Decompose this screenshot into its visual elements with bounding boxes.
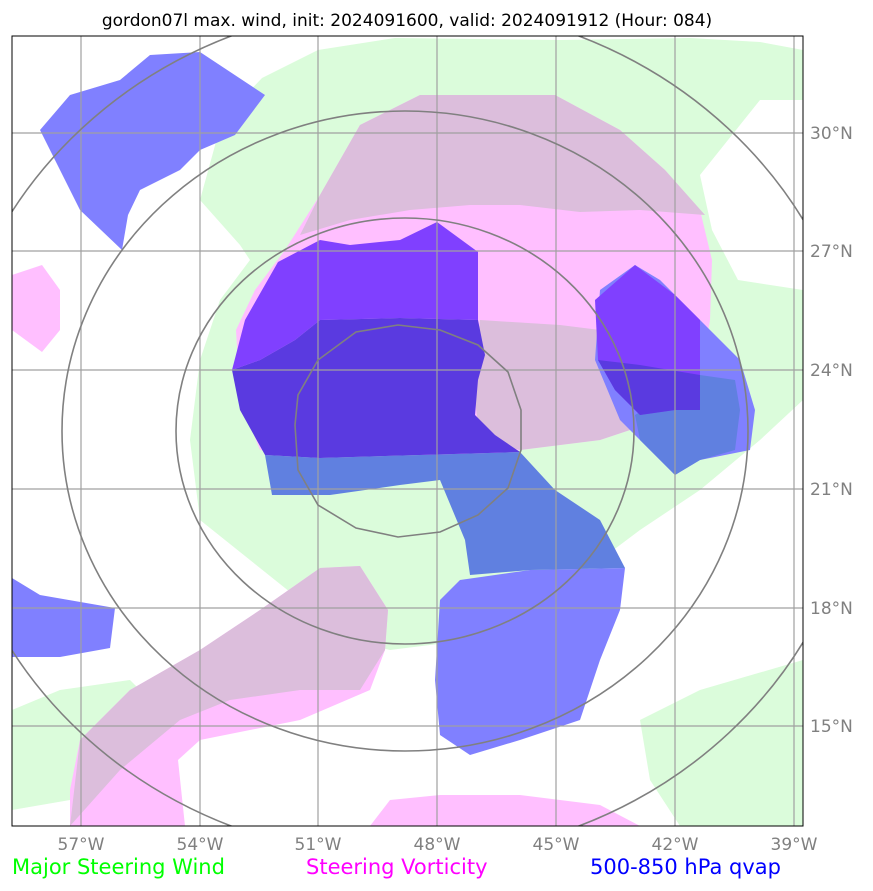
legend-vorticity: Steering Vorticity: [306, 855, 488, 879]
lon-tick-label: 54°W: [177, 835, 224, 855]
wind-area-southeast: [640, 660, 803, 826]
lat-tick-label: 30°N: [810, 124, 853, 144]
range-ring-1: [294, 324, 522, 538]
range-rings: [12, 36, 803, 826]
range-ring-2: [175, 217, 635, 645]
range-ring-3: [61, 110, 749, 752]
lon-tick-label: 57°W: [58, 835, 105, 855]
legend-wind: Major Steering Wind: [12, 855, 225, 879]
lat-tick-label: 24°N: [810, 361, 853, 381]
map-title: gordon07l max. wind, init: 2024091600, v…: [102, 11, 712, 31]
lat-tick-label: 15°N: [810, 717, 853, 737]
legend: Major Steering Wind Steering Vorticity 5…: [12, 855, 781, 879]
lat-tick-label: 21°N: [810, 480, 853, 500]
lon-tick-label: 42°W: [652, 835, 699, 855]
longitude-tick-labels: 57°W 54°W 51°W 48°W 45°W 42°W 39°W: [58, 835, 818, 855]
lon-tick-label: 45°W: [533, 835, 580, 855]
map-plot-area: [12, 36, 803, 826]
lon-tick-label: 39°W: [771, 835, 818, 855]
qvap-area-northwest: [40, 52, 265, 250]
latitude-tick-labels: 30°N 27°N 24°N 21°N 18°N 15°N: [810, 124, 853, 737]
legend-qvap: 500-850 hPa qvap: [590, 855, 781, 879]
lon-tick-label: 51°W: [295, 835, 342, 855]
lon-tick-label: 48°W: [414, 835, 461, 855]
map-frame: [11, 35, 804, 827]
map-gridlines: [12, 36, 803, 826]
lat-tick-label: 18°N: [810, 599, 853, 619]
qvap-area-west: [12, 578, 115, 657]
vorticity-area-west: [12, 265, 60, 352]
lat-tick-label: 27°N: [810, 242, 853, 262]
